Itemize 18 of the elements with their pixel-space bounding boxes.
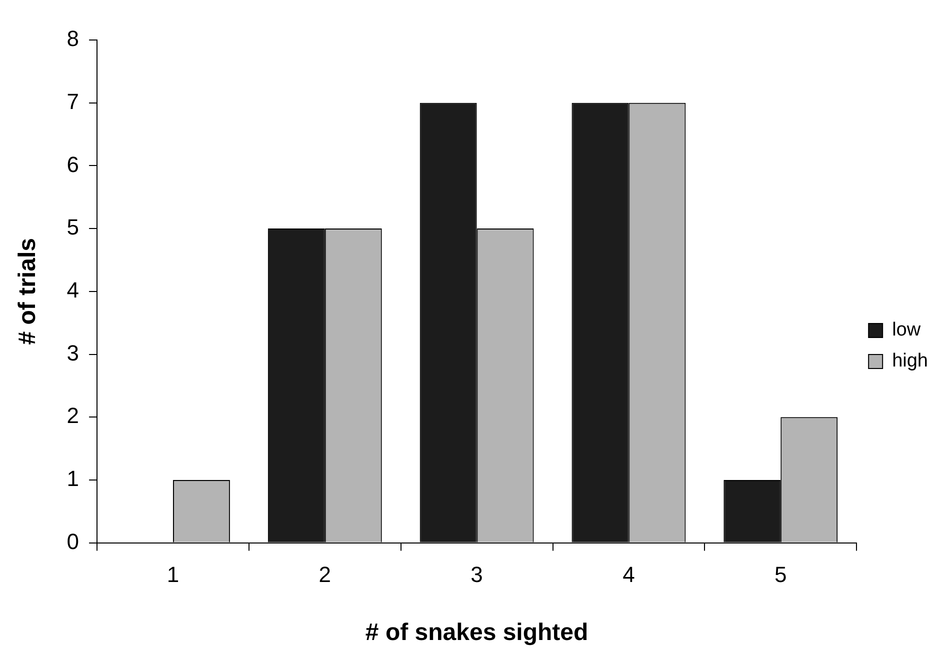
x-tick-label: 4 (622, 562, 635, 588)
y-axis-title: # of trials (14, 238, 42, 345)
x-axis-title: # of snakes sighted (365, 619, 588, 646)
y-tick-label: 4 (66, 277, 80, 302)
y-tick-label: 2 (66, 403, 80, 428)
legend-label: high (892, 350, 928, 372)
y-tick-label: 1 (66, 466, 80, 492)
x-tick-label: 3 (470, 562, 483, 588)
x-tick-label: 1 (166, 562, 180, 588)
y-tick-label: 8 (66, 26, 80, 52)
y-tick-label: 3 (66, 340, 80, 366)
y-tick-label: 6 (66, 152, 80, 177)
y-tick-label: 5 (66, 214, 80, 240)
legend-label: low (892, 320, 921, 341)
y-tick-label: 7 (66, 88, 80, 114)
x-tick-label: 2 (318, 562, 332, 588)
x-tick-label: 5 (774, 562, 787, 588)
y-tick-label: 0 (66, 528, 80, 554)
